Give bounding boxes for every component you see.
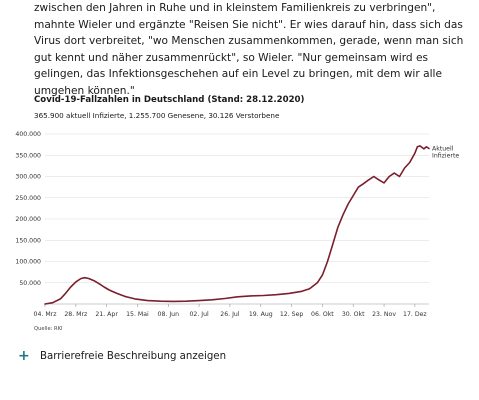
plus-icon: + (18, 348, 30, 364)
chart-annotation-line-2: Infizierte (432, 152, 459, 159)
y-tick-label: 150.000 (15, 237, 41, 244)
chart-subtitle: 365.900 aktuell Infizierte, 1.255.700 Ge… (34, 111, 280, 120)
x-tick-label: 26. Jul (220, 311, 240, 318)
chart-annotation-line-1: Aktuell (432, 145, 454, 152)
chart-title: Covid-19-Fallzahlen in Deutschland (Stan… (34, 95, 305, 105)
covid-line-chart: 50.000 100.000 150.000 200.000 250.000 300.00… (15, 131, 459, 318)
y-tick-label: 200.000 (15, 216, 41, 223)
y-tick-label: 350.000 (15, 152, 41, 159)
x-tick-label: 06. Okt (311, 311, 334, 318)
chart-gridlines (45, 133, 429, 305)
x-tick-label: 17. Dez (403, 311, 427, 318)
y-tick-label: 100.000 (15, 259, 41, 266)
y-tick-label: 250.000 (15, 195, 41, 202)
chart-source: Quelle: RKI (34, 326, 63, 332)
accessible-description-toggle[interactable]: + Barrierefreie Beschreibung anzeigen (18, 349, 226, 363)
accessible-description-label: Barrierefreie Beschreibung anzeigen (40, 350, 227, 362)
x-axis-labels: 04. Mrz 28. Mrz 21. Apr 15. Mai 08. Jun 02. J… (34, 304, 427, 318)
x-tick-label: 12. Sep (280, 311, 304, 318)
x-tick-label: 21. Apr (95, 311, 118, 318)
x-tick-label: 15. Mai (126, 311, 149, 318)
x-tick-label: 08. Jun (158, 311, 180, 318)
y-axis-labels: 50.000 100.000 150.000 200.000 250.000 300.00… (15, 131, 41, 287)
x-tick-label: 04. Mrz (34, 311, 57, 318)
series-line-active-infections (44, 145, 430, 305)
x-tick-label: 30. Okt (342, 311, 365, 318)
y-tick-label: 300.000 (15, 174, 41, 181)
x-tick-label: 02. Jul (189, 311, 209, 318)
x-tick-label: 23. Nov (372, 311, 396, 318)
y-tick-label: 400.000 (15, 131, 41, 138)
x-tick-label: 19. Aug (249, 311, 273, 318)
article-paragraph: zwischen den Jahren in Ruhe und in klein… (34, 2, 464, 97)
x-tick-label: 28. Mrz (64, 311, 87, 318)
y-tick-label: 50.000 (19, 280, 41, 287)
